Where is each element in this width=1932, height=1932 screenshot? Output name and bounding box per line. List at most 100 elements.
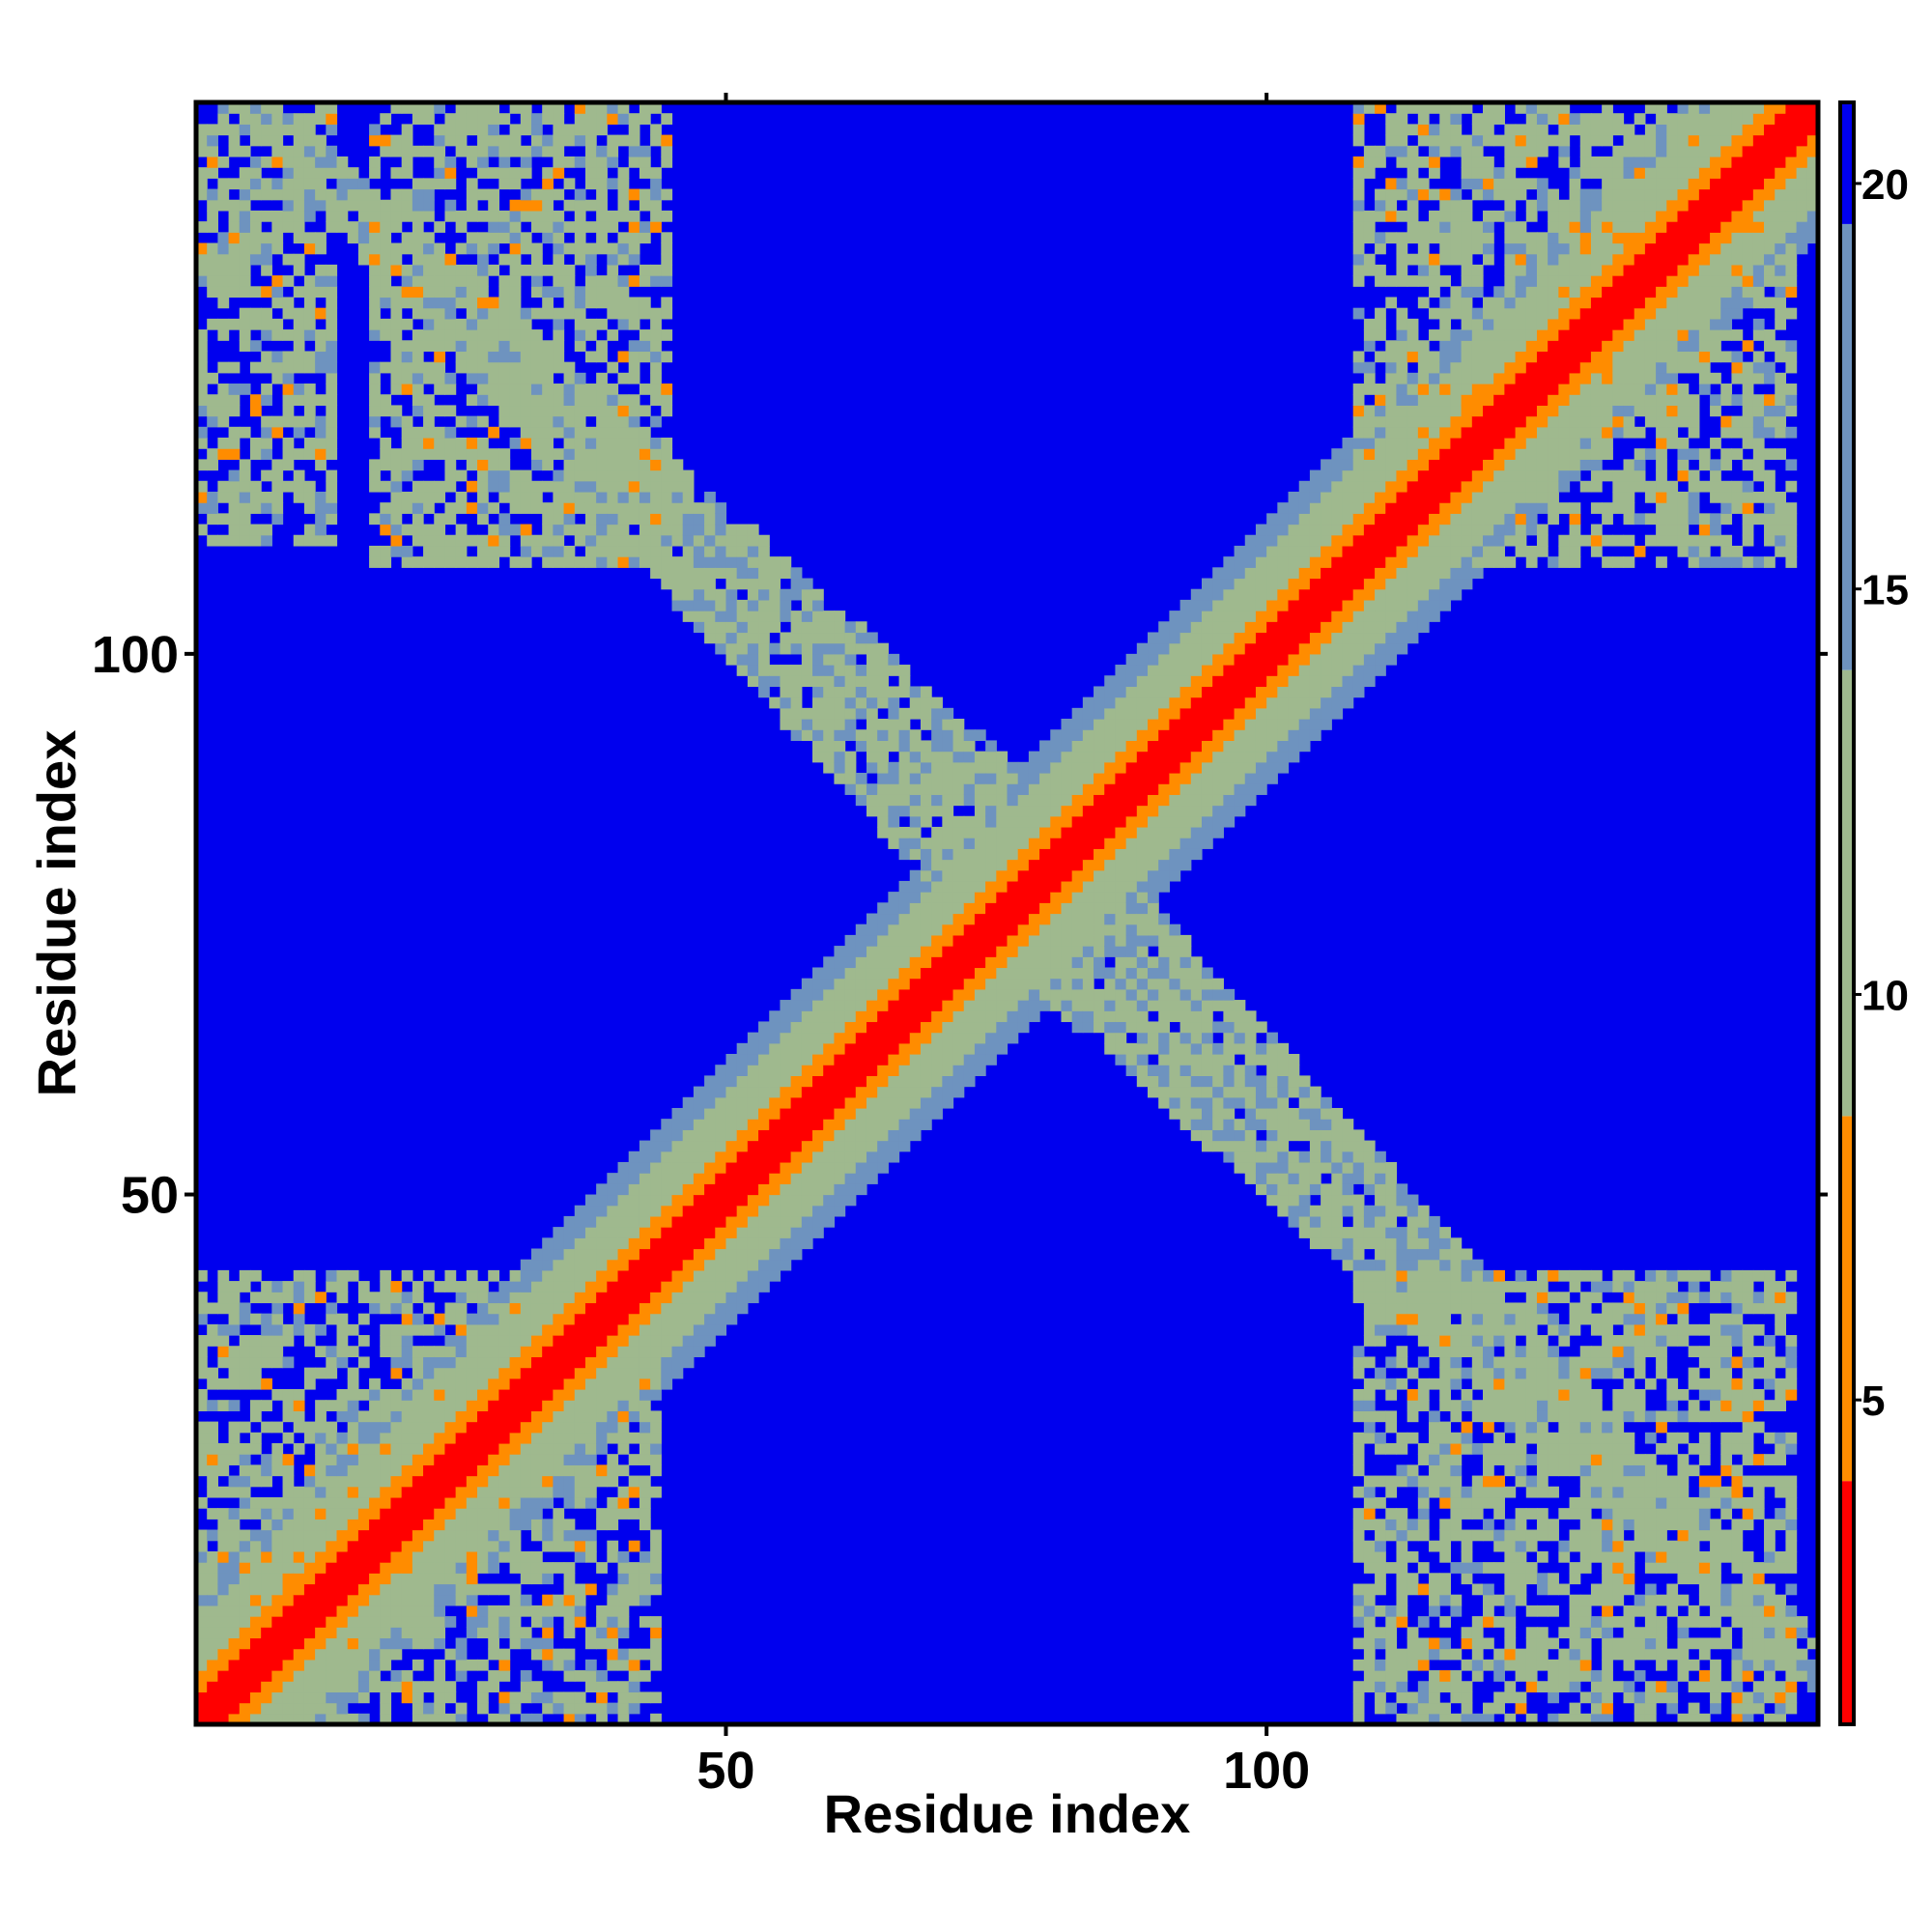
heatmap-cell (261, 384, 272, 395)
heatmap-cell (228, 221, 241, 233)
heatmap-cell (271, 1648, 284, 1661)
heatmap-cell (261, 1713, 272, 1725)
heatmap-cell (347, 1432, 359, 1444)
heatmap-cell (1234, 1119, 1246, 1130)
heatmap-cell (1266, 675, 1278, 688)
heatmap-cell (434, 1562, 446, 1574)
heatmap-cell (509, 372, 522, 384)
heatmap-cell (584, 1681, 597, 1693)
heatmap-cell (488, 1442, 500, 1455)
heatmap-cell (1169, 621, 1181, 634)
heatmap-cell (357, 253, 370, 266)
heatmap-cell (1179, 1096, 1192, 1109)
heatmap-cell (249, 1508, 262, 1520)
heatmap-cell (357, 1486, 370, 1498)
heatmap-cell (812, 686, 824, 698)
heatmap-cell (563, 556, 576, 568)
heatmap-cell (584, 113, 597, 125)
heatmap-cell (455, 102, 468, 114)
heatmap-cell (434, 1605, 446, 1617)
heatmap-cell (1234, 1021, 1246, 1034)
heatmap-cell (434, 1442, 446, 1455)
heatmap-cell (217, 491, 230, 503)
heatmap-cell (228, 210, 241, 222)
heatmap-cell (844, 772, 857, 784)
heatmap-cell (1136, 956, 1149, 969)
heatmap-cell (1028, 956, 1040, 969)
heatmap-cell (617, 1627, 630, 1639)
heatmap-cell (584, 1346, 597, 1358)
heatmap-cell (1050, 880, 1063, 893)
heatmap-cell (498, 361, 511, 374)
heatmap-cell (282, 1323, 295, 1336)
heatmap-cell (553, 1475, 565, 1488)
heatmap-cell (477, 1323, 489, 1336)
heatmap-cell (520, 318, 532, 330)
heatmap-cell (650, 1313, 662, 1325)
heatmap-cell (812, 1227, 824, 1238)
heatmap-cell (357, 1573, 370, 1585)
heatmap-cell (1007, 783, 1019, 795)
heatmap-cell (1255, 686, 1267, 698)
heatmap-cell (650, 178, 662, 190)
heatmap-cell (271, 1281, 284, 1293)
heatmap-cell (293, 1691, 305, 1704)
heatmap-cell (380, 145, 392, 157)
heatmap-cell (444, 1713, 457, 1725)
heatmap-cell (1201, 611, 1213, 622)
heatmap-cell (401, 556, 413, 568)
heatmap-cell (607, 1173, 619, 1184)
heatmap-cell (509, 178, 522, 190)
heatmap-cell (477, 1454, 489, 1465)
heatmap-cell (1234, 1140, 1246, 1152)
heatmap-cell (963, 1010, 976, 1023)
heatmap-cell (477, 1400, 489, 1411)
heatmap-cell (661, 448, 673, 460)
heatmap-cell (444, 264, 457, 276)
heatmap-cell (1094, 794, 1105, 807)
heatmap-cell (1071, 1000, 1084, 1011)
heatmap-cell (217, 1454, 230, 1465)
heatmap-cell (239, 1627, 251, 1639)
heatmap-cell (715, 1323, 727, 1336)
heatmap-cell (715, 1183, 727, 1196)
heatmap-cell (1050, 859, 1063, 871)
heatmap-cell (769, 1173, 781, 1184)
heatmap-cell (217, 1529, 230, 1542)
heatmap-cell (303, 1421, 316, 1434)
heatmap-cell (326, 1400, 338, 1411)
heatmap-cell (1190, 1000, 1203, 1011)
heatmap-cell (282, 297, 295, 309)
heatmap-cell (509, 415, 522, 428)
heatmap-cell (1277, 1183, 1290, 1196)
heatmap-cell (574, 1302, 586, 1315)
heatmap-cell (639, 1367, 651, 1379)
heatmap-cell (423, 415, 435, 428)
heatmap-cell (844, 1065, 857, 1076)
heatmap-cell (715, 1248, 727, 1261)
heatmap-cell (1061, 783, 1073, 795)
heatmap-cell (412, 1713, 424, 1725)
heatmap-cell (1115, 772, 1127, 784)
heatmap-cell (271, 1508, 284, 1520)
heatmap-cell (455, 469, 468, 482)
heatmap-cell (877, 1032, 889, 1044)
heatmap-cell (520, 384, 532, 395)
heatmap-cell (639, 1475, 651, 1488)
heatmap-cell (1115, 1054, 1127, 1065)
heatmap-cell (1234, 772, 1246, 784)
heatmap-cell (357, 1637, 370, 1650)
heatmap-cell (271, 1637, 284, 1650)
heatmap-cell (628, 1378, 640, 1390)
heatmap-cell (790, 729, 803, 741)
heatmap-cell (650, 372, 662, 384)
heatmap-cell (563, 1562, 576, 1574)
heatmap-cell (1201, 1032, 1213, 1044)
heatmap-cell (639, 1205, 651, 1217)
heatmap-cell (380, 1454, 392, 1465)
heatmap-cell (369, 156, 381, 168)
heatmap-cell (834, 740, 846, 753)
heatmap-cell (769, 556, 781, 568)
heatmap-cell (520, 1627, 532, 1639)
heatmap-cell (380, 1496, 392, 1509)
